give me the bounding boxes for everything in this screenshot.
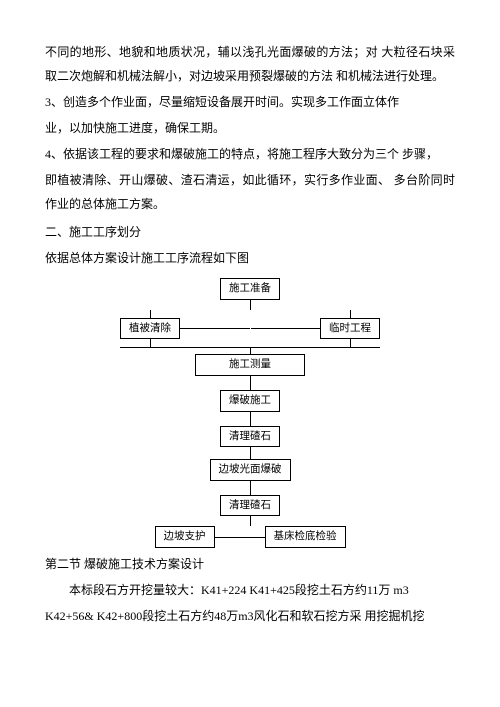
paragraph-6: K42+56& K42+800段挖土石方约48万m3风化石和软石挖方采 用挖掘机… <box>45 604 455 628</box>
flowchart: 施工准备 植被清除 临时工程 施工测量 爆破施工 清理碴石 <box>110 278 390 548</box>
paragraph-3b: 即植被清除、开山爆破、渣石清运，如此循环，实行多作业面、 多台阶同时作业的总体施… <box>45 168 455 216</box>
flow-node-prepare: 施工准备 <box>220 278 280 300</box>
section-heading-2: 第二节 爆破施工技术方案设计 <box>45 552 455 576</box>
flow-node-clear-2: 清理碴石 <box>220 495 280 517</box>
flow-node-smooth-blast: 边坡光面爆破 <box>210 459 291 481</box>
section-heading-1: 二、施工工序划分 <box>45 220 455 244</box>
flow-node-clear-veg: 植被清除 <box>120 318 180 340</box>
paragraph-2b: 业，以加快施工进度，确保工期。 <box>45 116 455 140</box>
paragraph-2a: 3、创造多个作业面，尽量缩短设备展开时间。实现多工作面立体作 <box>45 90 455 114</box>
paragraph-5: 本标段石方开挖量较大：K41+224 K41+425段挖土石方约11万 m3 <box>45 578 455 602</box>
flow-node-slope-support: 边坡支护 <box>155 526 215 548</box>
flow-node-clear-1: 清理碴石 <box>220 426 280 448</box>
flow-node-survey: 施工测量 <box>195 354 305 376</box>
flow-node-blast: 爆破施工 <box>220 390 280 412</box>
paragraph-3a: 4、依据该工程的要求和爆破施工的特点，将施工程序大致分为三个 步骤， <box>45 142 455 166</box>
paragraph-4: 依据总体方案设计施工工序流程如下图 <box>45 246 455 270</box>
flow-node-foundation-check: 基床检底检验 <box>265 526 346 548</box>
flow-node-temp-works: 临时工程 <box>320 318 380 340</box>
paragraph-1: 不同的地形、地貌和地质状况，辅以浅孔光面爆破的方法；对 大粒径石块采取二次炮解和… <box>45 40 455 88</box>
